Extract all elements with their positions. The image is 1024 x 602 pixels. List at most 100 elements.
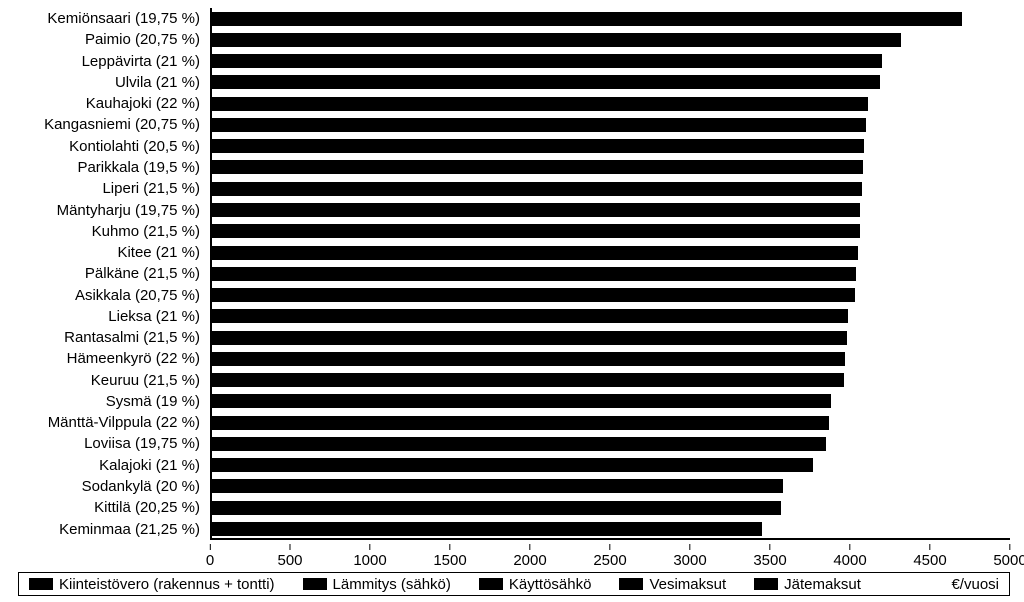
legend-label: Kiinteistövero (rakennus + tontti)	[59, 576, 275, 593]
y-axis-label: Loviisa (19,75 %)	[0, 436, 206, 451]
y-axis-label: Lieksa (21 %)	[0, 309, 206, 324]
x-tick: 5000	[993, 544, 1024, 569]
bar	[210, 479, 783, 493]
bar-row	[210, 479, 1010, 493]
bar	[210, 97, 868, 111]
x-tick: 2500	[593, 544, 626, 569]
chart-container: Kemiönsaari (19,75 %) Paimio (20,75 %) Lep…	[0, 0, 1024, 602]
y-axis-label: Asikkala (20,75 %)	[0, 288, 206, 303]
bar	[210, 352, 845, 366]
bar-row	[210, 75, 1010, 89]
y-axis-label: Sodankylä (20 %)	[0, 479, 206, 494]
bar-row	[210, 458, 1010, 472]
y-axis-label: Hämeenkyrö (22 %)	[0, 351, 206, 366]
bar	[210, 288, 855, 302]
bar	[210, 267, 856, 281]
y-axis-label: Mäntyharju (19,75 %)	[0, 203, 206, 218]
legend-swatch	[619, 578, 643, 590]
y-axis-label: Leppävirta (21 %)	[0, 54, 206, 69]
bar-row	[210, 267, 1010, 281]
bar-row	[210, 12, 1010, 26]
y-axis-label: Pälkäne (21,5 %)	[0, 266, 206, 281]
bar-row	[210, 416, 1010, 430]
legend-item: Lämmitys (sähkö)	[303, 576, 451, 593]
legend-swatch	[303, 578, 327, 590]
bar	[210, 309, 848, 323]
bar	[210, 437, 826, 451]
bar-row	[210, 373, 1010, 387]
bar-row	[210, 309, 1010, 323]
bar-row	[210, 203, 1010, 217]
legend-swatch	[479, 578, 503, 590]
legend-label: Vesimaksut	[649, 576, 726, 593]
y-axis-label: Rantasalmi (21,5 %)	[0, 330, 206, 345]
bar	[210, 203, 860, 217]
bar-row	[210, 331, 1010, 345]
bar-row	[210, 160, 1010, 174]
bar-row	[210, 522, 1010, 536]
x-tick: 3500	[753, 544, 786, 569]
legend-item: Jätemaksut	[754, 576, 861, 593]
bar	[210, 373, 844, 387]
legend-item: Kiinteistövero (rakennus + tontti)	[29, 576, 275, 593]
y-axis-label: Kuhmo (21,5 %)	[0, 224, 206, 239]
bar	[210, 458, 813, 472]
bar	[210, 75, 880, 89]
bar-row	[210, 394, 1010, 408]
bar-row	[210, 352, 1010, 366]
bar	[210, 416, 829, 430]
x-axis-title: €/vuosi	[951, 576, 999, 593]
y-axis-label: Sysmä (19 %)	[0, 394, 206, 409]
legend-label: Jätemaksut	[784, 576, 861, 593]
legend: Kiinteistövero (rakennus + tontti) Lämmi…	[18, 572, 1010, 596]
y-axis-labels: Kemiönsaari (19,75 %) Paimio (20,75 %) Lep…	[0, 8, 206, 540]
x-axis-ticks: 0500100015002000250030003500400045005000	[210, 544, 1010, 572]
legend-item: Käyttösähkö	[479, 576, 592, 593]
y-axis-label: Mänttä-Vilppula (22 %)	[0, 415, 206, 430]
bars-group	[210, 8, 1010, 540]
bar-row	[210, 224, 1010, 238]
y-axis-label: Keminmaa (21,25 %)	[0, 522, 206, 537]
x-tick: 4000	[833, 544, 866, 569]
bar	[210, 394, 831, 408]
bar-row	[210, 501, 1010, 515]
y-axis-label: Kalajoki (21 %)	[0, 458, 206, 473]
y-axis-label: Kitee (21 %)	[0, 245, 206, 260]
bar	[210, 246, 858, 260]
bar-row	[210, 118, 1010, 132]
legend-swatch	[29, 578, 53, 590]
bar	[210, 12, 962, 26]
bar	[210, 54, 882, 68]
bar-row	[210, 437, 1010, 451]
x-tick: 500	[277, 544, 302, 569]
bar	[210, 501, 781, 515]
bar	[210, 331, 847, 345]
x-tick: 2000	[513, 544, 546, 569]
y-axis-label: Kittilä (20,25 %)	[0, 500, 206, 515]
bar	[210, 182, 862, 196]
bar	[210, 224, 860, 238]
y-axis-label: Parikkala (19,5 %)	[0, 160, 206, 175]
bar-row	[210, 246, 1010, 260]
legend-label: Käyttösähkö	[509, 576, 592, 593]
plot-area	[210, 8, 1010, 540]
bar-row	[210, 54, 1010, 68]
bar-row	[210, 288, 1010, 302]
legend-label: Lämmitys (sähkö)	[333, 576, 451, 593]
bar-row	[210, 139, 1010, 153]
legend-swatch	[754, 578, 778, 590]
x-tick: 1500	[433, 544, 466, 569]
x-tick: 4500	[913, 544, 946, 569]
bar	[210, 33, 901, 47]
y-axis-label: Keuruu (21,5 %)	[0, 373, 206, 388]
x-tick: 1000	[353, 544, 386, 569]
y-axis-label: Paimio (20,75 %)	[0, 32, 206, 47]
y-axis-label: Kauhajoki (22 %)	[0, 96, 206, 111]
bar	[210, 118, 866, 132]
bar	[210, 522, 762, 536]
bar-row	[210, 97, 1010, 111]
x-tick: 3000	[673, 544, 706, 569]
y-axis-label: Kemiönsaari (19,75 %)	[0, 11, 206, 26]
y-axis-label: Kontiolahti (20,5 %)	[0, 139, 206, 154]
y-axis-label: Kangasniemi (20,75 %)	[0, 117, 206, 132]
